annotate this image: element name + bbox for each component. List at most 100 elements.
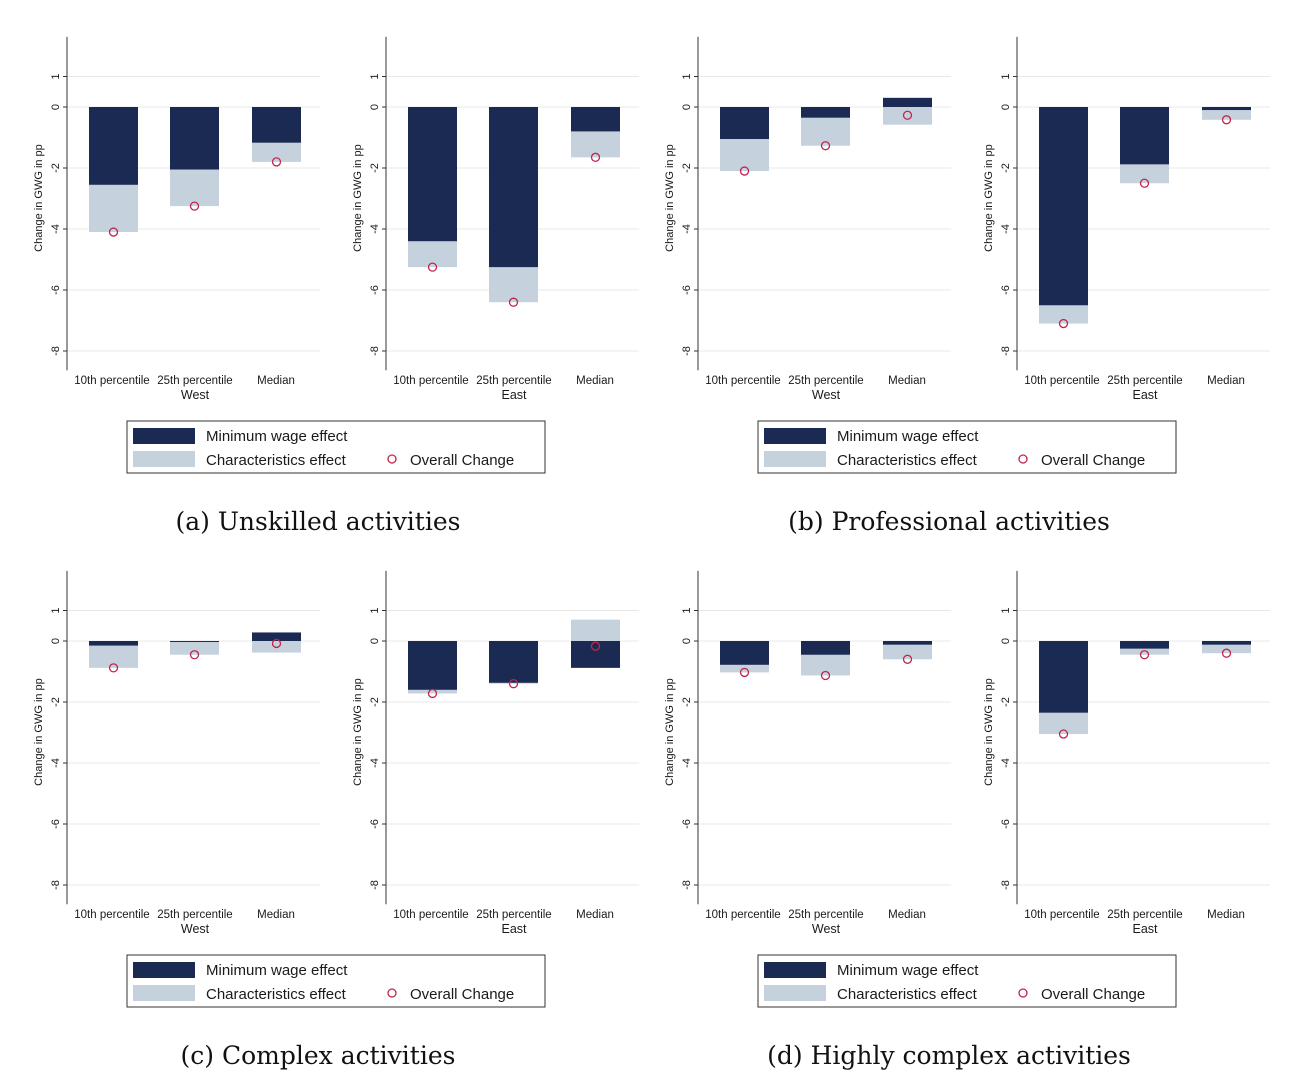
category-label: 10th percentile: [74, 375, 149, 387]
subchart-east: 1 0 -2 -4 -6 -8 Change in GWG in pp 10th percen…: [352, 36, 639, 402]
overall-change-marker: [1139, 178, 1150, 188]
overall-change-marker: [739, 166, 750, 176]
min-wage-bar: [883, 97, 932, 107]
y-tick-label: 1: [50, 607, 62, 613]
overall-change-marker: [590, 641, 601, 651]
subchart-west: 1 0 -2 -4 -6 -8 Change in GWG in pp 10th percen…: [33, 570, 320, 936]
min-wage-bar: [252, 107, 301, 143]
category-label: Median: [888, 909, 926, 921]
legend-marker-overall: [387, 988, 397, 998]
category-label: 10th percentile: [1024, 375, 1099, 387]
category-label: Median: [576, 375, 614, 387]
overall-change-marker: [189, 201, 200, 211]
region-label: East: [1132, 388, 1158, 402]
category-label: 10th percentile: [393, 375, 468, 387]
y-tick-label: -4: [369, 758, 381, 768]
min-wage-bar: [1039, 641, 1088, 713]
legend-label-characteristics: Characteristics effect: [837, 452, 978, 469]
subchart-west: 1 0 -2 -4 -6 -8 Change in GWG in pp 10th percen…: [664, 570, 951, 936]
y-tick-label: -2: [369, 697, 381, 707]
category-label: Median: [1207, 909, 1245, 921]
min-wage-bar: [1120, 641, 1169, 649]
y-tick-label: -8: [369, 346, 381, 356]
category-label: 25th percentile: [788, 909, 863, 921]
y-axis-title: Change in GWG in pp: [352, 678, 364, 786]
min-wage-bar: [408, 107, 457, 242]
category-label: 25th percentile: [1107, 375, 1182, 387]
category-label: 10th percentile: [74, 909, 149, 921]
category-label: 25th percentile: [157, 375, 232, 387]
panel-c: 1 0 -2 -4 -6 -8 Change in GWG in pp 10th percen…: [33, 570, 639, 1070]
overall-change-marker: [427, 688, 438, 699]
y-tick-label: -2: [369, 163, 381, 173]
y-tick-label: 0: [681, 104, 693, 110]
legend-box: [757, 420, 1177, 474]
legend-label-min-wage: Minimum wage effect: [837, 962, 979, 979]
overall-change-marker: [1058, 729, 1069, 739]
overall-change-marker: [427, 262, 438, 272]
y-tick-label: -4: [50, 758, 62, 768]
category-label: Median: [257, 909, 295, 921]
panel-caption: (a) Unskilled activities: [176, 507, 461, 536]
characteristics-bar: [170, 641, 219, 655]
overall-change-marker: [271, 157, 282, 167]
y-tick-label: -4: [1000, 224, 1012, 234]
overall-change-marker: [108, 663, 119, 673]
y-axis-title: Change in GWG in pp: [664, 678, 676, 786]
legend-label-characteristics: Characteristics effect: [206, 452, 347, 469]
legend-swatch-min-wage: [133, 428, 195, 444]
min-wage-bar: [801, 107, 850, 118]
min-wage-bar: [89, 641, 138, 646]
overall-change-marker: [1139, 650, 1150, 660]
region-label: East: [1132, 922, 1158, 936]
overall-change-marker: [902, 110, 913, 120]
min-wage-bar: [1120, 107, 1169, 165]
overall-change-marker: [189, 650, 200, 660]
min-wage-bar: [720, 107, 769, 140]
legend: Minimum wage effect Characteristics effec…: [757, 954, 1177, 1008]
panel-caption: (d) Highly complex activities: [767, 1041, 1131, 1070]
legend-box: [126, 954, 546, 1008]
y-axis-title: Change in GWG in pp: [664, 144, 676, 252]
legend-label-characteristics: Characteristics effect: [837, 986, 978, 1003]
y-tick-label: -6: [1000, 819, 1012, 829]
y-tick-label: -6: [681, 285, 693, 295]
characteristics-bar: [1202, 107, 1251, 120]
legend-label-overall: Overall Change: [410, 986, 514, 1003]
subchart-west: 1 0 -2 -4 -6 -8 Change in GWG in pp 10th percen…: [664, 36, 951, 402]
min-wage-bar: [1202, 107, 1251, 111]
y-tick-label: 0: [369, 104, 381, 110]
overall-change-marker: [508, 679, 519, 689]
legend-swatch-characteristics: [764, 451, 826, 467]
y-tick-label: -2: [1000, 163, 1012, 173]
category-label: 10th percentile: [1024, 909, 1099, 921]
min-wage-bar: [571, 107, 620, 132]
legend-swatch-min-wage: [133, 962, 195, 978]
category-label: Median: [888, 375, 926, 387]
category-label: 25th percentile: [476, 375, 551, 387]
overall-change-marker: [590, 152, 601, 162]
panel-a: 1 0 -2 -4 -6 -8 Change in GWG in pp 10th percen…: [33, 36, 639, 536]
overall-change-marker: [820, 141, 831, 151]
y-tick-label: -6: [369, 285, 381, 295]
legend-marker-overall: [1018, 988, 1028, 998]
min-wage-bar: [489, 641, 538, 683]
legend-swatch-min-wage: [764, 428, 826, 444]
min-wage-bar: [489, 107, 538, 268]
y-axis-title: Change in GWG in pp: [352, 144, 364, 252]
y-tick-label: 1: [369, 73, 381, 79]
y-tick-label: -8: [1000, 346, 1012, 356]
overall-change-marker: [1221, 115, 1232, 125]
y-tick-label: -4: [681, 224, 693, 234]
legend-label-min-wage: Minimum wage effect: [837, 428, 979, 445]
region-label: West: [812, 388, 841, 402]
y-tick-label: -2: [1000, 697, 1012, 707]
overall-change-marker: [508, 297, 519, 307]
category-label: Median: [576, 909, 614, 921]
region-label: East: [501, 922, 527, 936]
legend-marker-overall: [387, 454, 397, 464]
y-tick-label: 0: [1000, 638, 1012, 644]
min-wage-bar: [571, 641, 620, 668]
legend-label-min-wage: Minimum wage effect: [206, 428, 348, 445]
